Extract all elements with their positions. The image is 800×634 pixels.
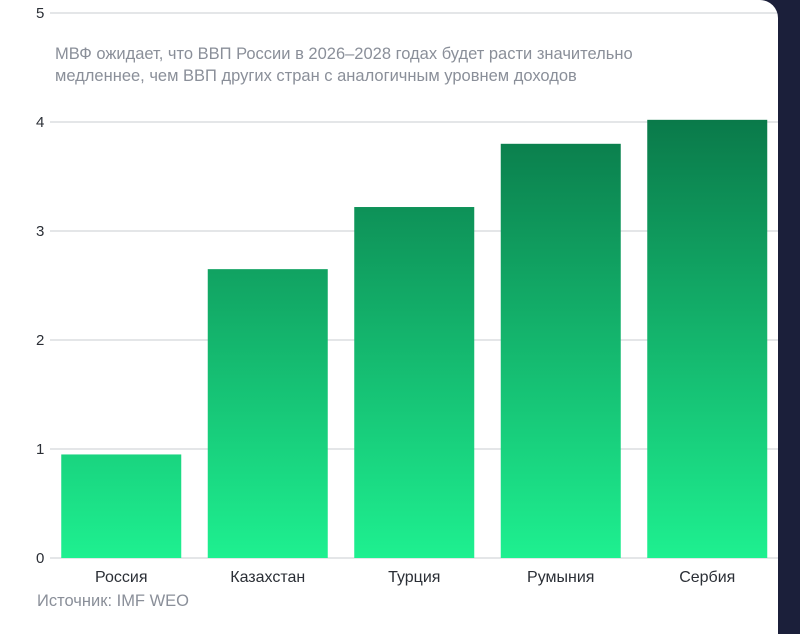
y-tick-label: 0 [36, 550, 44, 567]
category-label: Россия [95, 569, 147, 586]
category-label: Турция [388, 569, 440, 586]
y-axis-tick-labels: 0 1 2 3 4 5 [36, 5, 44, 567]
bar-chart: 0 1 2 3 4 5 Россия Казахстан Турция Румыния Серби… [36, 5, 778, 586]
subtitle-line-1: МВФ ожидает, что ВВП России в 2026–2028 … [55, 45, 633, 63]
chart-subtitle: МВФ ожидает, что ВВП России в 2026–2028 … [55, 43, 761, 87]
bars [61, 119, 768, 559]
chart-card: 0 1 2 3 4 5 Россия Казахстан Турция Румыния Серби… [0, 0, 778, 634]
y-tick-label: 4 [36, 114, 44, 131]
x-axis-category-labels: Россия Казахстан Турция Румыния Сербия [95, 569, 735, 586]
bar-1 [61, 454, 182, 558]
y-tick-label: 1 [36, 441, 44, 458]
source-note: Источник: IMF WEO [37, 592, 190, 610]
category-label: Казахстан [230, 569, 305, 586]
bar-4 [500, 143, 621, 559]
bar-3 [354, 207, 475, 558]
category-label: Румыния [527, 569, 594, 586]
bar-2 [207, 269, 328, 558]
y-tick-label: 3 [36, 223, 44, 240]
bar-5 [647, 119, 768, 558]
y-tick-label: 2 [36, 332, 44, 349]
subtitle-line-2: медленнее, чем ВВП других стран с аналог… [55, 67, 577, 85]
category-label: Сербия [679, 569, 735, 586]
y-tick-label: 5 [36, 5, 44, 22]
